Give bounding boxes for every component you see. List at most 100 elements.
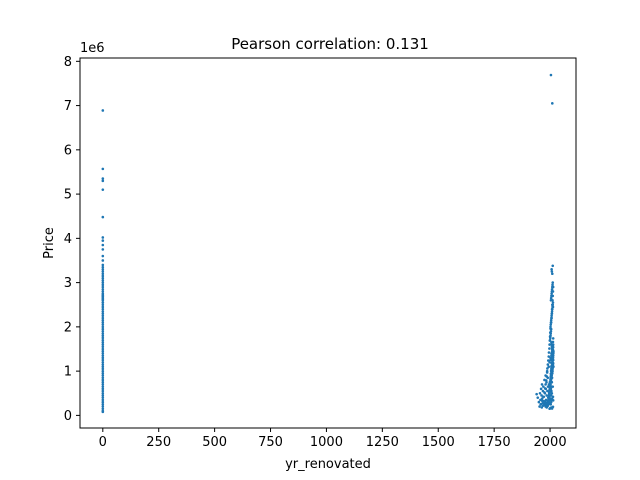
- data-point: [101, 323, 105, 326]
- data-point: [101, 383, 105, 386]
- data-point: [551, 305, 555, 309]
- data-point: [101, 290, 105, 293]
- data-point: [548, 390, 552, 393]
- y-tick-label: 0: [64, 409, 72, 424]
- data-point: [551, 281, 555, 284]
- data-point: [101, 372, 105, 375]
- data-point: [551, 358, 555, 362]
- data-point: [101, 109, 105, 112]
- data-point: [549, 403, 553, 406]
- x-tick-label: 0: [99, 435, 107, 450]
- data-point: [101, 287, 105, 291]
- data-point: [101, 354, 105, 357]
- data-point: [101, 369, 105, 373]
- data-point: [543, 391, 546, 394]
- y-tick-label: 8: [64, 55, 72, 70]
- data-point: [548, 360, 551, 364]
- x-axis-label: yr_renovated: [285, 457, 371, 472]
- data-point: [550, 349, 554, 353]
- data-point: [101, 298, 105, 301]
- data-point: [101, 239, 105, 242]
- y-tick-label: 3: [64, 276, 72, 291]
- data-point: [550, 354, 553, 357]
- data-point: [544, 379, 548, 382]
- data-point: [101, 343, 105, 346]
- data-point: [101, 293, 105, 297]
- data-point: [549, 330, 553, 333]
- data-point: [101, 376, 105, 380]
- data-point: [546, 359, 550, 362]
- data-point: [542, 395, 545, 399]
- data-point: [550, 391, 554, 395]
- data-point: [101, 400, 105, 404]
- data-point: [101, 338, 105, 342]
- data-point: [101, 301, 105, 304]
- data-point: [101, 389, 105, 393]
- y-tick-label: 4: [64, 232, 72, 247]
- data-point: [551, 405, 555, 409]
- data-point: [545, 375, 549, 378]
- data-point: [101, 318, 105, 322]
- data-point: [548, 386, 552, 390]
- data-point: [549, 327, 553, 331]
- data-point: [101, 279, 105, 282]
- y-tick-label: 2: [64, 320, 72, 335]
- data-point: [101, 270, 105, 273]
- data-point: [550, 347, 554, 351]
- data-point: [551, 395, 555, 399]
- data-point: [101, 394, 105, 397]
- data-point: [101, 188, 105, 191]
- x-axis-ticks: 0 250 500 750 1000 1250 1500 1750 2000: [99, 428, 567, 450]
- data-point: [101, 358, 105, 362]
- data-points: [101, 73, 555, 414]
- data-point: [101, 356, 105, 360]
- data-point: [550, 270, 554, 273]
- data-point: [551, 301, 555, 304]
- data-point: [101, 341, 105, 344]
- data-point: [101, 365, 105, 369]
- data-point: [549, 356, 552, 360]
- data-point: [549, 376, 553, 379]
- data-point: [549, 372, 553, 376]
- data-point: [101, 349, 105, 353]
- data-point: [551, 290, 555, 293]
- data-point: [101, 363, 105, 366]
- data-point: [548, 383, 552, 386]
- data-point: [539, 387, 543, 391]
- data-point: [101, 387, 105, 391]
- y-axis-ticks: 0 1 2 3 4 5 6 7 8: [64, 55, 80, 424]
- data-point: [101, 236, 105, 239]
- data-point: [548, 336, 552, 340]
- data-point: [101, 360, 105, 364]
- data-point: [101, 215, 105, 219]
- data-point: [550, 307, 554, 311]
- data-point: [547, 395, 551, 399]
- data-point: [101, 316, 105, 320]
- data-point: [101, 403, 105, 406]
- x-tick-label: 750: [258, 435, 283, 450]
- data-point: [551, 345, 555, 349]
- x-tick-label: 2000: [534, 435, 567, 450]
- data-point: [101, 303, 105, 307]
- data-point: [101, 314, 105, 318]
- data-point: [544, 383, 547, 386]
- data-point: [550, 361, 553, 365]
- data-point: [545, 371, 549, 374]
- data-point: [549, 358, 552, 362]
- data-point: [548, 338, 552, 342]
- data-point: [540, 394, 543, 397]
- data-point: [540, 406, 544, 409]
- y-axis-label: Price: [42, 227, 57, 259]
- data-point: [551, 285, 555, 289]
- data-point: [101, 283, 105, 287]
- data-point: [101, 281, 105, 284]
- data-point: [550, 314, 553, 318]
- data-point: [540, 399, 544, 403]
- data-point: [539, 403, 543, 406]
- data-point: [101, 263, 105, 267]
- data-point: [546, 363, 550, 366]
- data-point: [101, 378, 105, 382]
- data-point: [549, 296, 553, 300]
- data-point: [101, 167, 105, 171]
